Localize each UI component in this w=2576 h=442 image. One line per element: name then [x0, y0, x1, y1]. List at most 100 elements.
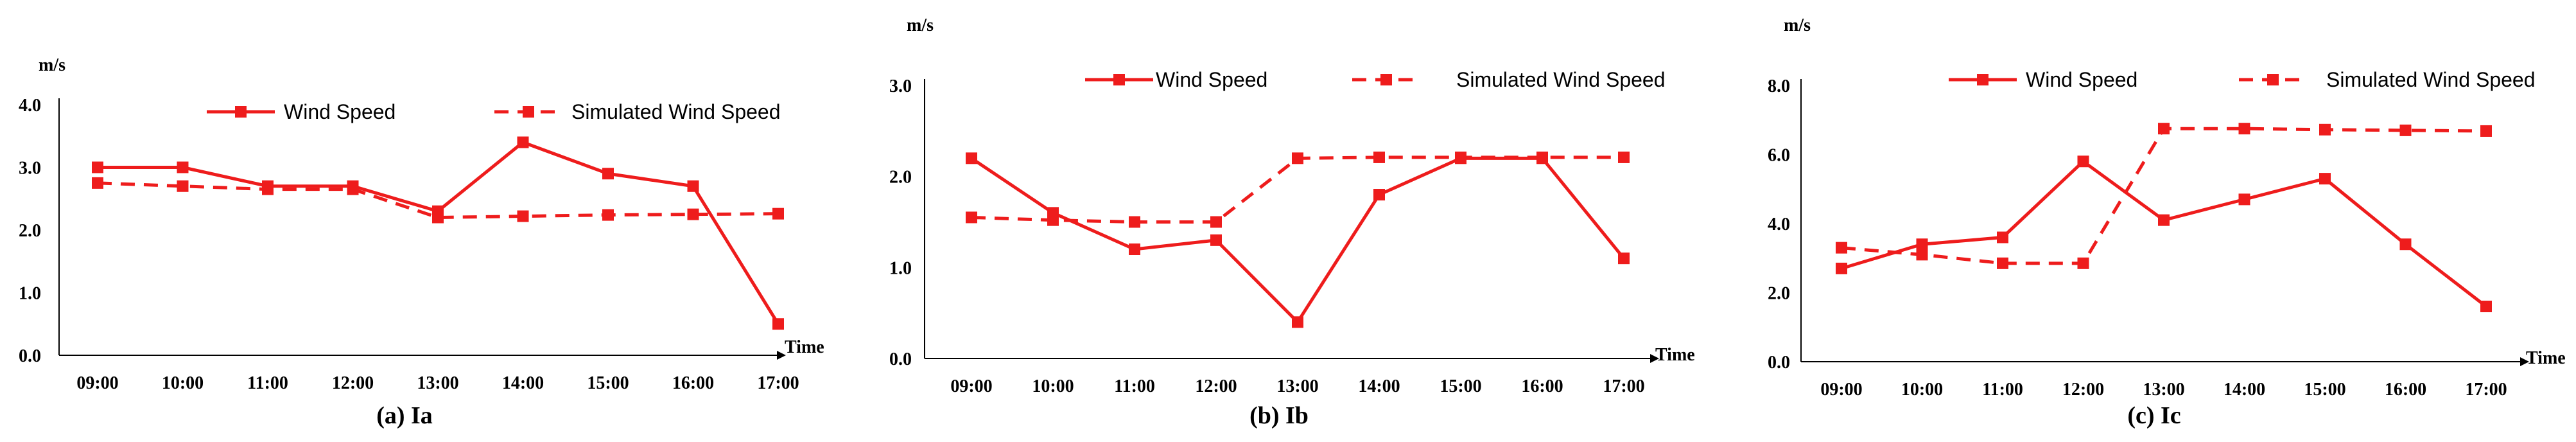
y-tick-label: 6.0 — [1768, 146, 1790, 166]
wind-speed-point — [1129, 243, 1140, 255]
x-tick-label: 13:00 — [1276, 376, 1318, 396]
wind-speed-point — [517, 136, 529, 148]
y-tick-label: 3.0 — [889, 76, 912, 96]
chart-panel-1: 0.0 1.0 2.0 3.0 4.0 09:00 10:00 11:00 12:00 13:00… — [19, 55, 824, 429]
wind-speed-point — [687, 180, 699, 192]
x-tick-label: 13:00 — [417, 373, 458, 393]
x-tick-label: 09:00 — [1820, 380, 1862, 400]
x-tick-label: 15:00 — [587, 373, 629, 393]
simulated-wind-speed-point — [1836, 242, 1847, 254]
simulated-wind-speed-point — [2077, 257, 2089, 269]
x-tick-label: 16:00 — [2385, 380, 2426, 400]
x-tick-label: 09:00 — [76, 373, 118, 393]
x-axis-title: Time — [2526, 348, 2566, 368]
simulated-wind-speed-point — [1455, 151, 1466, 163]
y-tick-label: 1.0 — [889, 258, 912, 278]
x-tick-label: 11:00 — [1114, 376, 1155, 396]
y-tick-label: 4.0 — [1768, 215, 1790, 234]
simulated-wind-speed-point — [92, 177, 103, 189]
y-tick-label: 2.0 — [1768, 284, 1790, 304]
wind-speed-point — [2319, 173, 2331, 185]
x-tick-label: 13:00 — [2143, 380, 2184, 400]
x-tick-label: 14:00 — [2224, 380, 2265, 400]
simulated-wind-speed-point — [2399, 124, 2412, 136]
simulated-wind-speed-point — [1373, 151, 1385, 163]
wind-speed-point — [1836, 262, 1847, 274]
simulated-wind-speed-point — [1292, 152, 1303, 164]
simulated-wind-speed-point — [517, 210, 529, 222]
simulated-wind-speed-point — [966, 211, 977, 224]
simulated-wind-speed-point — [687, 208, 699, 220]
simulated-wind-speed-point — [2238, 123, 2250, 135]
simulated-wind-speed-point — [1210, 216, 1222, 228]
simulated-wind-speed-point — [347, 183, 359, 195]
x-tick-label: 14:00 — [1358, 376, 1400, 396]
y-tick-label: 0.0 — [19, 346, 41, 366]
simulated-wind-speed-point — [602, 209, 614, 221]
wind-speed-point — [2158, 214, 2170, 226]
y-tick-label: 2.0 — [889, 168, 912, 188]
simulated-wind-speed-point — [2319, 123, 2331, 136]
wind-speed-point — [1373, 189, 1385, 200]
chart-caption: (c) Ic — [2127, 402, 2180, 429]
x-tick-label: 12:00 — [2062, 380, 2104, 400]
x-tick-label: 15:00 — [2304, 380, 2345, 400]
legend-wind-speed-marker — [1977, 74, 1989, 85]
x-tick-label: 15:00 — [1440, 376, 1481, 396]
wind-speed-point — [1916, 238, 1928, 251]
x-tick-label: 09:00 — [950, 376, 992, 396]
wind-speed-point — [1997, 231, 2008, 243]
wind-speed-point — [1618, 252, 1630, 265]
simulated-wind-speed-point — [1129, 216, 1140, 228]
x-tick-label: 17:00 — [1603, 376, 1644, 396]
wind-speed-line — [970, 156, 1625, 324]
wind-speed-point — [772, 318, 784, 330]
x-tick-label: 14:00 — [502, 373, 544, 393]
simulated-wind-speed-point — [1916, 249, 1928, 261]
chart-caption: (b) Ib — [1249, 402, 1309, 429]
legend-wind-speed-label: Wind Speed — [1156, 68, 1267, 91]
y-tick-label: 4.0 — [19, 96, 41, 116]
simulated-wind-speed-point — [1536, 151, 1548, 163]
x-axis-arrow — [2520, 357, 2529, 366]
x-axis-title: Time — [785, 337, 824, 357]
simulated-wind-speed-point — [1997, 257, 2008, 269]
x-tick-label: 10:00 — [162, 373, 204, 393]
x-tick-label: 10:00 — [1901, 380, 1943, 400]
legend-simulated-label: Simulated Wind Speed — [1456, 68, 1666, 91]
simulated-wind-speed-point — [432, 211, 444, 224]
y-axis-unit: m/s — [1784, 15, 1811, 35]
y-axis-unit: m/s — [907, 15, 934, 35]
x-tick-label: 12:00 — [332, 373, 374, 393]
wind-speed-point — [92, 161, 103, 173]
x-axis-title: Time — [1655, 345, 1695, 365]
legend-simulated-marker — [2267, 74, 2279, 85]
y-tick-label: 2.0 — [19, 221, 41, 241]
wind-speed-point — [2077, 155, 2089, 168]
legend-wind-speed-label: Wind Speed — [2026, 68, 2137, 91]
legend-simulated-label: Simulated Wind Speed — [2326, 68, 2536, 91]
simulated-wind-speed-point — [2158, 123, 2170, 135]
y-axis-unit: m/s — [39, 55, 65, 75]
simulated-wind-speed-point — [1047, 214, 1059, 226]
wind-speed-point — [1292, 316, 1303, 328]
x-tick-label: 16:00 — [1521, 376, 1563, 396]
wind-speed-line — [98, 141, 780, 325]
x-tick-label: 17:00 — [757, 373, 799, 393]
simulated-wind-speed-line — [971, 155, 1624, 224]
y-tick-label: 0.0 — [1768, 353, 1790, 373]
y-tick-label: 8.0 — [1768, 76, 1790, 96]
wind-speed-point — [2399, 238, 2412, 251]
x-axis-arrow — [777, 351, 786, 360]
x-tick-label: 16:00 — [672, 373, 714, 393]
legend-wind-speed-label: Wind Speed — [284, 100, 396, 123]
x-tick-label: 12:00 — [1195, 376, 1237, 396]
x-tick-label: 11:00 — [247, 373, 288, 393]
legend: Wind Speed Simulated Wind Speed — [207, 100, 781, 123]
legend-wind-speed-marker — [1113, 74, 1125, 85]
simulated-wind-speed-point — [1618, 151, 1630, 163]
wind-speed-point — [1210, 234, 1222, 246]
wind-speed-point — [602, 168, 614, 180]
y-tick-label: 3.0 — [19, 159, 41, 179]
